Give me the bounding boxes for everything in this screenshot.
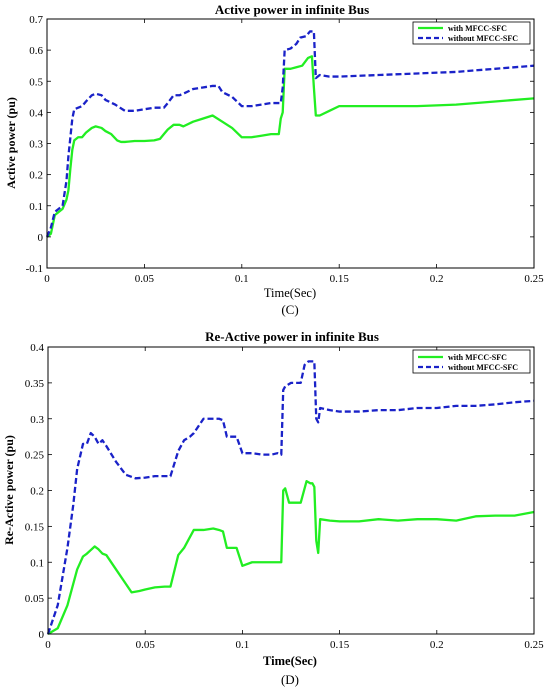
legend-label-without: without MFCC-SFC (448, 34, 518, 43)
y-tick-label: 0.1 (30, 557, 44, 569)
axis-ticks: 0 0.05 0.1 0.15 0.2 0.25-0.100.10.20.30.40.50… (26, 14, 545, 285)
x-tick-label: 0.1 (235, 273, 249, 285)
series-line-with-mfcc-sfc (46, 55, 535, 238)
y-tick-label: 0.2 (30, 486, 44, 498)
legend-label-without: without MFCC-SFC (448, 363, 518, 372)
y-tick-label: 0.25 (25, 450, 45, 462)
chart-title: Re-Active power in infinite Bus (205, 329, 379, 344)
x-tick-label: 0.15 (330, 639, 350, 651)
x-tick-label: 0.05 (136, 639, 156, 651)
x-tick-label: 0.2 (430, 639, 444, 651)
y-tick-label: 0.2 (29, 170, 43, 182)
figure-caption: (D) (281, 672, 299, 687)
reactive-power-chart: Re-Active power in infinite Bus 0 0.05 0.1… (2, 329, 544, 687)
y-tick-label: 0.3 (29, 139, 43, 151)
x-tick-label: 0 (44, 273, 50, 285)
y-tick-label: 0.6 (29, 45, 43, 57)
y-tick-label: 0.3 (30, 414, 44, 426)
y-tick-label: 0.4 (29, 107, 43, 119)
series-line-without-mfcc-sfc (45, 30, 535, 238)
y-tick-label: 0 (38, 232, 44, 244)
y-tick-label: 0.05 (25, 593, 45, 605)
y-tick-label: 0.1 (29, 201, 43, 213)
plot-area (45, 30, 535, 238)
x-tick-label: 0.2 (430, 273, 444, 285)
legend-label-with: with MFCC-SFC (448, 24, 507, 33)
active-power-chart: Active power in infinite Bus 0 0.05 0.1 0.1… (4, 2, 544, 317)
y-tick-label: 0.5 (29, 76, 43, 88)
plot-frame (47, 346, 535, 635)
x-tick-label: 0.25 (524, 639, 544, 651)
y-tick-label: 0 (39, 629, 45, 641)
y-tick-label: -0.1 (26, 263, 43, 275)
x-tick-label: 0.1 (236, 639, 250, 651)
legend: with MFCC-SFC without MFCC-SFC (412, 349, 531, 374)
y-axis-label: Re-Active power (pu) (2, 435, 16, 545)
series-line-with-mfcc-sfc (47, 480, 535, 635)
x-tick-label: 0 (45, 639, 51, 651)
y-tick-label: 0.4 (30, 342, 44, 354)
x-tick-label: 0.15 (330, 273, 350, 285)
x-tick-label: 0.05 (135, 273, 155, 285)
legend: with MFCC-SFC without MFCC-SFC (412, 21, 531, 45)
axis-ticks: 0 0.05 0.1 0.15 0.2 0.25 0 0.05 0.1 0.15 0.2 0.25 0.… (25, 342, 544, 651)
y-axis-label: Active power (pu) (4, 97, 18, 189)
plot-frame (46, 18, 535, 269)
chart-title: Active power in infinite Bus (215, 2, 369, 17)
y-tick-label: 0.7 (29, 14, 43, 26)
y-tick-label: 0.15 (25, 521, 45, 533)
x-axis-label: Time(Sec) (263, 654, 317, 668)
x-axis-label: Time(Sec) (264, 286, 316, 300)
y-tick-label: 0.35 (25, 378, 45, 390)
figure-caption: (C) (281, 302, 298, 317)
series-line-without-mfcc-sfc (46, 360, 535, 635)
plot-area (46, 360, 535, 635)
x-tick-label: 0.25 (524, 273, 544, 285)
legend-label-with: with MFCC-SFC (448, 353, 507, 362)
